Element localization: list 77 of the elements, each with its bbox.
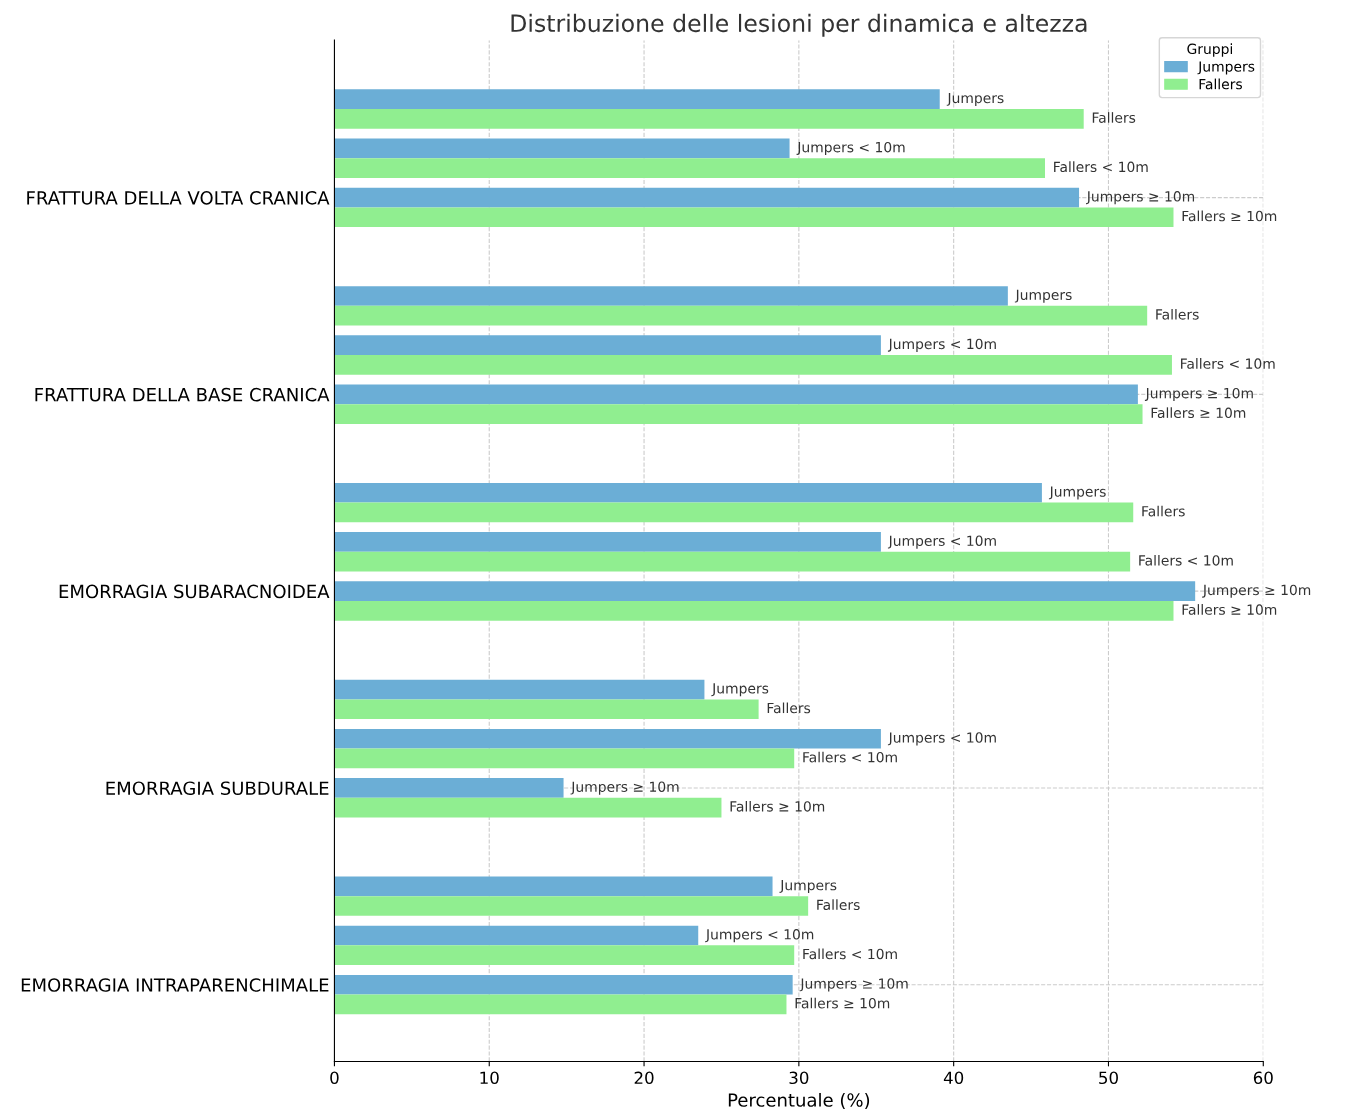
series-label: Fallers ≥ 10m: [730, 800, 825, 812]
text: Fallers ≥ 10m: [1182, 604, 1277, 615]
x-tick-label: 0: [330, 1071, 339, 1085]
bar: [334, 925, 699, 946]
text: Fallers: [1092, 112, 1136, 123]
bar: [334, 679, 705, 700]
bar: [334, 600, 1174, 621]
bar: [334, 109, 1084, 129]
bar: [334, 384, 1138, 405]
bar: [334, 502, 1134, 523]
text: Jumpers ≥ 10m: [570, 781, 679, 795]
text: Jumpers ≥ 10m: [799, 978, 908, 992]
bar: [334, 89, 940, 110]
text: Jumpers < 10m: [887, 732, 996, 746]
x-tick-label: 40: [943, 1071, 964, 1085]
bar: [334, 974, 793, 995]
bar: [334, 138, 790, 159]
text: Fallers < 10m: [1139, 554, 1233, 566]
bar: [334, 482, 1042, 503]
bar: [334, 286, 1008, 306]
bar: [334, 404, 1143, 424]
text: Fallers ≥ 10m: [1182, 210, 1277, 222]
text: Jumpers: [711, 683, 769, 697]
bar: [334, 532, 881, 552]
text: Jumpers: [1048, 486, 1106, 500]
chart-title: Distribuzione delle lesioni per dinamica e altezza: [511, 13, 1087, 37]
bar: [334, 778, 564, 798]
bar: [334, 207, 1174, 228]
legend-label: Jumpers: [1197, 61, 1255, 75]
x-tick-label: 60: [1253, 1071, 1273, 1085]
legend-title: Gruppi: [1187, 43, 1232, 57]
y-tick-label: EMORRAGIA SUBARACNOIDEA: [59, 584, 330, 599]
bar: [334, 158, 1045, 178]
text: Fallers < 10m: [1054, 161, 1148, 173]
text: Fallers: [767, 702, 811, 714]
text: Fallers < 10m: [803, 948, 897, 960]
text: Jumpers: [779, 880, 837, 894]
text: Jumpers ≥ 10m: [1144, 387, 1253, 402]
y-tick-label: EMORRAGIA SUBDURALE: [106, 781, 329, 796]
bar: [334, 896, 809, 916]
x-tick-label: 30: [789, 1071, 809, 1085]
bar: [334, 797, 722, 818]
bar: [334, 335, 881, 355]
text: Fallers: [1142, 505, 1185, 517]
bar: [334, 581, 1196, 601]
text: Fallers: [817, 899, 860, 911]
bar: [334, 994, 787, 1015]
text: Jumpers ≥ 10m: [1202, 584, 1311, 598]
bar: [334, 355, 1172, 375]
bar: [334, 945, 795, 966]
bar: [334, 728, 881, 749]
bar: [334, 551, 1131, 572]
text: Jumpers: [946, 92, 1004, 106]
bar: [334, 748, 795, 769]
text: Fallers < 10m: [803, 751, 897, 763]
bar: [334, 699, 759, 720]
y-tick-label: FRATTURA DELLA BASE CRANICA: [35, 387, 330, 402]
series-label: Jumpers < 10m: [796, 141, 905, 156]
text: Fallers: [1156, 308, 1199, 320]
x-tick-label: 50: [1099, 1071, 1118, 1085]
text: Jumpers < 10m: [705, 929, 814, 943]
text: Jumpers: [1014, 289, 1072, 303]
bar: [334, 305, 1148, 326]
x-axis-title: Percentuale (%): [728, 1092, 870, 1109]
bar: [334, 876, 773, 897]
text: Jumpers < 10m: [887, 535, 996, 549]
series-label: Jumpers ≥ 10m: [1086, 191, 1195, 205]
y-tick-label: EMORRAGIA INTRAPARENCHIMALE: [21, 978, 329, 992]
legend-label: Fallers: [1199, 78, 1242, 90]
x-tick-label: 10: [480, 1071, 499, 1085]
bar: [334, 187, 1080, 208]
x-tick-label: 20: [634, 1071, 654, 1085]
y-tick-label: FRATTURA DELLA VOLTA CRANICA: [27, 191, 330, 205]
text: Fallers ≥ 10m: [795, 997, 890, 1009]
text: Fallers ≥ 10m: [1151, 407, 1246, 419]
text: Jumpers < 10m: [887, 338, 996, 352]
series-label: Fallers < 10m: [1181, 358, 1275, 369]
